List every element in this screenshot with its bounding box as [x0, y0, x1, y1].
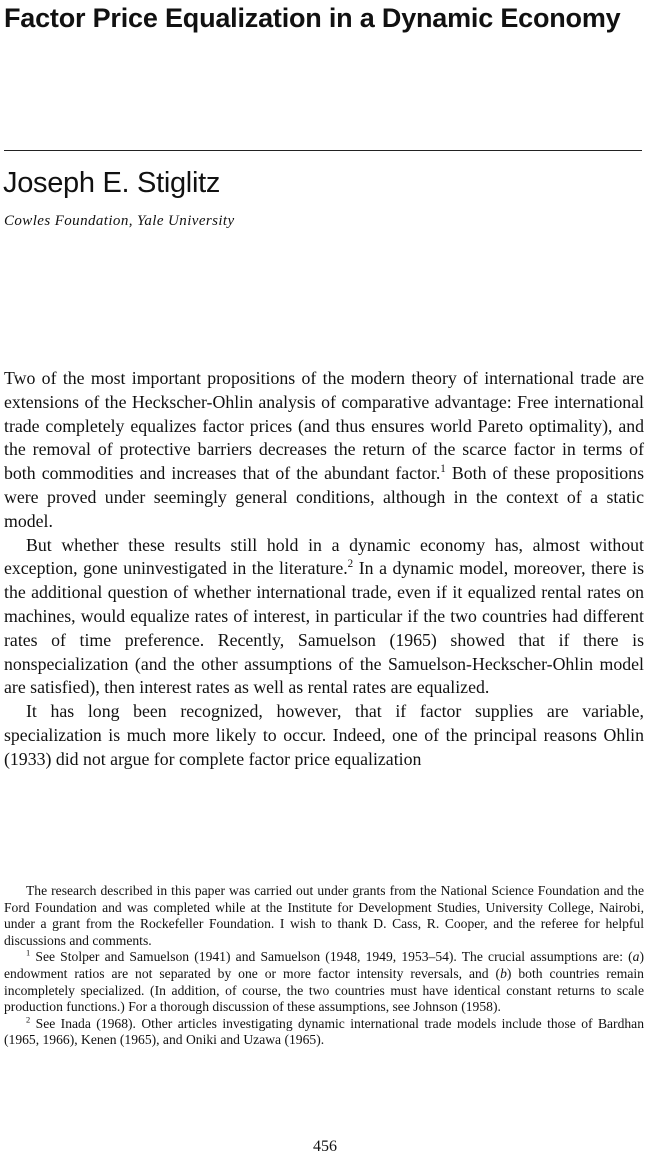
- paragraph-3: It has long been recognized, however, th…: [4, 701, 644, 769]
- footnote-1-italic-a: a: [632, 949, 640, 965]
- footnotes: The research described in this paper was…: [4, 883, 644, 1049]
- footnote-1-text-a: See Stolper and Samuelson (1941) and Sam…: [30, 949, 633, 965]
- footnote-1-mark: 1: [26, 947, 31, 958]
- article-title: Factor Price Equalization in a Dynamic E…: [4, 3, 621, 33]
- footnote-1-text-c: ) both countries remain incompletely spe…: [4, 965, 644, 1015]
- title-rule: [4, 150, 642, 151]
- paragraph-2-text-a: But whether these results still hold in …: [4, 534, 644, 579]
- author-affiliation: Cowles Foundation, Yale University: [4, 213, 235, 229]
- footnote-2: 2 See Inada (1968). Other articles inves…: [4, 1014, 644, 1049]
- paragraph-1-text-a: Two of the most important propositions o…: [4, 368, 644, 484]
- footnote-ref-1: 1: [440, 463, 446, 476]
- paragraph-2-text-b: In a dynamic model, moreover, there is t…: [4, 558, 644, 698]
- acknowledgment-note: The research described in this paper was…: [4, 883, 644, 948]
- paragraph-2: But whether these results still hold in …: [4, 534, 644, 701]
- footnote-2-mark: 2: [26, 1014, 31, 1025]
- article-body: Two of the most important propositions o…: [4, 367, 644, 772]
- paragraph-1: Two of the most important propositions o…: [4, 367, 644, 534]
- paragraph-1-text-b: Both of these propositions were proved u…: [4, 463, 644, 531]
- footnote-ref-2: 2: [347, 558, 354, 571]
- page-number: 456: [313, 1138, 337, 1155]
- footnote-1-italic-b: b: [500, 965, 507, 981]
- footnote-1: 1 See Stolper and Samuelson (1941) and S…: [4, 949, 644, 1015]
- footnote-1-text-b: ) endowment ratios are not separated by …: [4, 949, 644, 981]
- footnote-2-text: See Inada (1968). Other articles investi…: [4, 1015, 644, 1048]
- author-name: Joseph E. Stiglitz: [3, 167, 221, 199]
